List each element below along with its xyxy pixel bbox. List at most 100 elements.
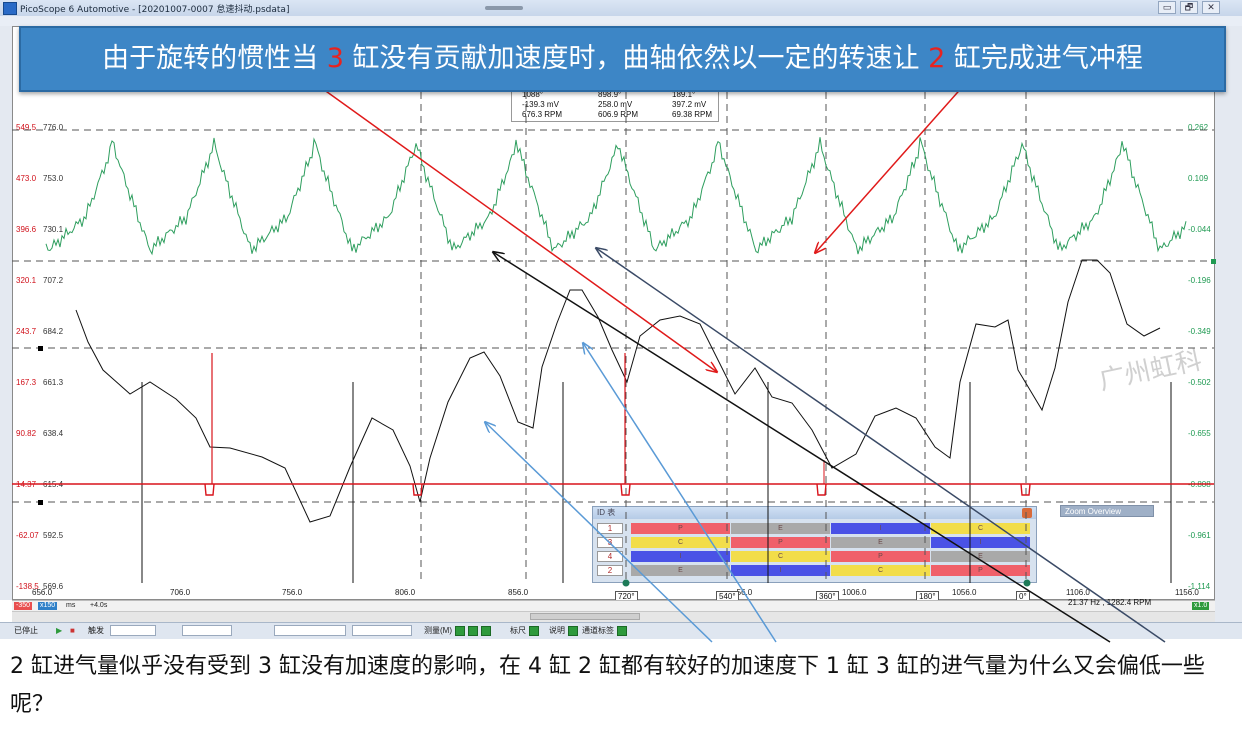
drag-grip-icon[interactable] [485,6,523,10]
stroke-cell: E [731,523,830,534]
x-tick-label: 706.0 [170,588,191,597]
restore-button[interactable]: 🗗 [1180,1,1198,14]
trigger-channel-select[interactable] [182,625,232,636]
pressure-trace-black [75,259,1161,523]
y-label-red: 396.6 [16,225,37,234]
channel-labels-button[interactable]: 通道标签 [582,625,627,637]
y-label-red: 167.3 [16,378,37,387]
stroke-cell: C [831,565,930,576]
timebase-box[interactable]: -350 [14,602,33,610]
y-label-red: 473.0 [16,174,37,183]
navy-arrow [596,248,1166,643]
picoscope-window: PicoScope 6 Automotive - [20201007-0007 … [0,0,1242,639]
right-scrollbar[interactable] [1215,26,1242,626]
id-table-close-icon[interactable] [1022,508,1032,518]
axis-marker [1211,259,1216,264]
signal-dip [204,483,215,496]
cylinder-number: 2 [597,565,623,576]
y-label-green: -0.196 [1188,276,1211,285]
y-label-black: 707.2 [43,276,64,285]
stroke-cell: C [631,537,730,548]
signal-dip [1020,483,1031,496]
time-unit: ms [66,602,76,609]
y-label-black: 730.1 [43,225,64,234]
notes-button[interactable]: 说明 [549,625,578,637]
banner-text-2: 缸没有贡献加速度时，曲轴依然以一定的转速让 [343,43,929,74]
right-zoom-box[interactable]: x1.0 [1192,602,1210,610]
y-label-black: 592.5 [43,531,64,540]
trigger-threshold-input[interactable] [274,625,346,636]
black-arrow [493,252,1111,643]
cylinder-number: 4 [597,551,623,562]
y-label-black: 776.0 [43,123,64,132]
zoom-overview-panel[interactable]: Zoom Overview [1060,505,1154,517]
window-title: PicoScope 6 Automotive - [20201007-0007 … [20,5,290,15]
y-label-red: 243.7 [16,327,37,336]
cursor-table-row: 1088° 898.9° 189.1° [514,90,714,100]
stroke-cell: E [931,551,1030,562]
x-tick-label: 806.0 [395,588,416,597]
banner-cylinder-3: 3 [326,43,344,74]
red-arrow [815,83,966,253]
bottom-toolbar: 已停止 ▶ ■ 触发 测量(M) 标尺 说明 通道标签 [0,622,1242,639]
x-tick-label: 656.0 [32,588,53,597]
app-icon [3,2,17,15]
cursor-table-cell: 397.2 mV [672,100,707,109]
zoom-box[interactable]: x150 [38,602,58,610]
y-label-green: -0.655 [1188,429,1211,438]
left-axis-strip [0,26,12,600]
horizontal-scrollbar[interactable] [12,611,1215,622]
y-label-green: 0.109 [1188,174,1209,183]
y-label-red: 549.5 [16,123,37,132]
frequency-text: 21.37 Hz , 1282.4 RPM [1068,598,1152,607]
stroke-cell: C [931,523,1030,534]
y-label-green: -0.502 [1188,378,1211,387]
id-table-panel[interactable]: ID 表 1PEIC3CPEI4ICPE2EICP [592,506,1037,583]
y-label-green: -1.114 [1188,582,1211,591]
axis-marker [38,500,43,505]
x-axis-status-bar: -350 x150 ms +4.0s x1.0 [12,600,1215,612]
stroke-cell: I [631,551,730,562]
stroke-cell: P [831,551,930,562]
stroke-cell: E [831,537,930,548]
cursor-table-row: 676.3 RPM 606.9 RPM 69.38 RPM [514,110,714,120]
cursor-table-cell: 898.9° [598,90,622,99]
title-bar: PicoScope 6 Automotive - [20201007-0007 … [0,0,1242,17]
ruler-button[interactable]: 标尺 [510,625,539,637]
cursor-table-cell: 606.9 RPM [598,110,639,119]
y-label-red: 90.82 [16,429,37,438]
ruler-label: 标尺 [510,626,526,635]
time-offset: +4.0s [90,602,108,609]
y-label-red: -62.07 [16,531,39,540]
stop-icon[interactable]: ■ [70,626,75,635]
play-icon[interactable]: ▶ [56,626,63,635]
stroke-cell: P [631,523,730,534]
pretrigger-input[interactable] [352,625,412,636]
x-tick-label: 1106.0 [1066,588,1090,597]
cursor-table-row: -139.3 mV 258.0 mV 397.2 mV [514,100,714,110]
y-label-green: 0.262 [1188,123,1209,132]
signal-dip [620,483,631,496]
banner-cylinder-2: 2 [928,43,946,74]
close-button[interactable]: ✕ [1202,1,1220,14]
trigger-mode-select[interactable] [110,625,156,636]
y-label-green: -0.349 [1188,327,1211,336]
axis-marker [38,346,43,351]
cursor-table-cell: 189.1° [672,90,696,99]
minimize-button[interactable]: ▭ [1158,1,1176,14]
angle-marker-dot [1023,579,1031,587]
y-label-red: 320.1 [16,276,37,285]
channel-labels-label: 通道标签 [582,626,614,635]
x-tick-label: 756.0 [282,588,303,597]
measure-button[interactable]: 测量(M) [424,625,491,637]
scroll-thumb[interactable] [530,613,640,620]
x-tick-label: 1006.0 [842,588,867,597]
question-caption: 2 缸进气量似乎没有受到 3 缸没有加速度的影响，在 4 缸 2 缸都有较好的加… [10,654,1205,717]
stroke-cell: I [931,537,1030,548]
y-label-black: 569.6 [43,582,64,591]
stroke-cell: I [731,565,830,576]
y-label-green: -0.044 [1188,225,1211,234]
